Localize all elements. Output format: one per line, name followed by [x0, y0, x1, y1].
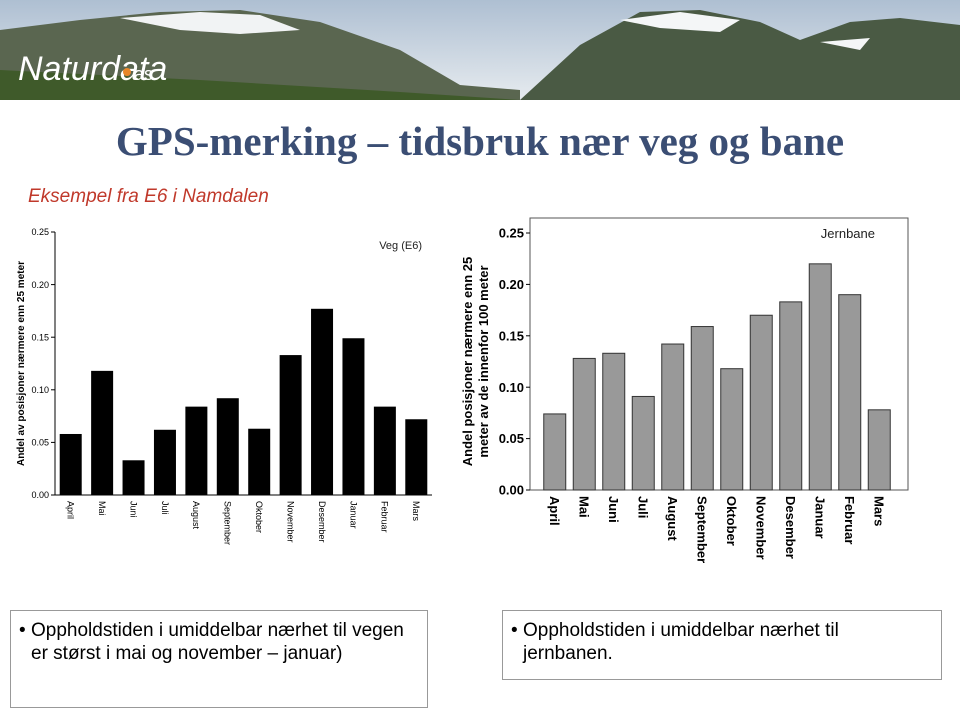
- y-tick-label: 0.00: [31, 490, 49, 500]
- note-text: Oppholdstiden i umiddelbar nærhet til je…: [523, 620, 839, 664]
- y-tick-label: 0.00: [499, 483, 524, 498]
- slide-subtitle: Eksempel fra E6 i Namdalen: [28, 186, 269, 207]
- slide-title: GPS-merking – tidsbruk nær veg og bane: [115, 118, 845, 164]
- chart-frame: [529, 217, 909, 491]
- bar: [631, 395, 655, 491]
- y-axis-label: meter av de innenfor 100 meter: [476, 265, 491, 457]
- y-tick-label: 0.15: [499, 328, 524, 343]
- bar: [749, 314, 773, 491]
- y-tick-label: 0.05: [31, 438, 49, 448]
- bar: [311, 308, 334, 495]
- bar: [808, 263, 832, 491]
- y-tick-label: 0.15: [31, 332, 49, 342]
- x-tick-label: Oktober: [254, 501, 264, 533]
- chart-annotation: Jernbane: [821, 226, 875, 241]
- x-tick-label: Juli: [636, 496, 651, 518]
- bar: [867, 409, 891, 491]
- x-tick-label: August: [665, 496, 680, 541]
- bar: [373, 406, 396, 495]
- bar: [543, 413, 567, 491]
- bar: [405, 419, 428, 495]
- x-tick-label: Desember: [783, 496, 798, 559]
- x-tick-label: Januar: [348, 501, 358, 529]
- x-tick-label: November: [285, 501, 295, 543]
- x-tick-label: Mai: [577, 496, 592, 518]
- bar: [838, 294, 862, 491]
- bar: [779, 301, 803, 491]
- x-tick-label: April: [66, 501, 76, 519]
- bar: [720, 368, 744, 491]
- logo-suffix: as: [134, 64, 153, 84]
- x-tick-label: September: [695, 496, 710, 563]
- x-tick-label: Januar: [813, 496, 828, 539]
- logo-name: Naturdata: [18, 50, 167, 88]
- bar: [122, 460, 145, 495]
- x-tick-label: Desember: [317, 501, 327, 543]
- bar: [572, 357, 596, 491]
- x-tick-label: September: [223, 501, 233, 545]
- x-tick-label: Oktober: [724, 496, 739, 546]
- y-axis-label: Andel av posisjoner nærmere enn 25 meter: [16, 261, 27, 466]
- logo-dot: [123, 68, 131, 76]
- x-tick-label: Mars: [411, 501, 421, 521]
- x-tick-label: Mars: [872, 496, 887, 526]
- x-tick-label: April: [547, 496, 562, 526]
- x-tick-label: August: [191, 501, 201, 530]
- bar: [279, 355, 302, 495]
- note-box: Oppholdstiden i umiddelbar nærhet til je…: [502, 610, 942, 680]
- y-tick-label: 0.05: [499, 431, 524, 446]
- y-tick-label: 0.10: [31, 385, 49, 395]
- x-tick-label: Februar: [842, 496, 857, 544]
- bar: [661, 343, 685, 491]
- charts: 0.00 0.05 0.10 0.15 0.20 0.25 Andel av posisjo…: [16, 217, 909, 563]
- bar: [602, 352, 626, 491]
- y-tick-label: 0.20: [499, 277, 524, 292]
- bar: [185, 406, 208, 495]
- note-text: Oppholdstiden i umiddelbar nærhet til ve…: [31, 620, 404, 664]
- note-box: Oppholdstiden i umiddelbar nærhet til ve…: [10, 610, 428, 708]
- y-tick-label: 0.10: [499, 380, 524, 395]
- bar: [153, 429, 176, 495]
- bar: [59, 433, 82, 495]
- bar: [342, 338, 365, 495]
- bar: [216, 398, 239, 495]
- bar: [91, 370, 114, 495]
- x-tick-label: Juli: [160, 501, 170, 515]
- x-tick-label: Februar: [380, 501, 390, 533]
- y-tick-label: 0.20: [31, 280, 49, 290]
- x-tick-label: Mai: [97, 501, 107, 516]
- y-tick-label: 0.25: [499, 226, 524, 241]
- chart-annotation: Veg (E6): [379, 240, 422, 252]
- bar: [248, 428, 271, 495]
- y-tick-label: 0.25: [31, 227, 49, 237]
- banner: Naturdata as: [0, 0, 960, 100]
- y-axis-label: Andel posisjoner nærmere enn 25: [460, 257, 475, 467]
- bar: [690, 326, 714, 491]
- x-tick-label: Juni: [606, 496, 621, 523]
- x-tick-label: Juni: [128, 501, 138, 518]
- x-tick-label: November: [754, 496, 769, 560]
